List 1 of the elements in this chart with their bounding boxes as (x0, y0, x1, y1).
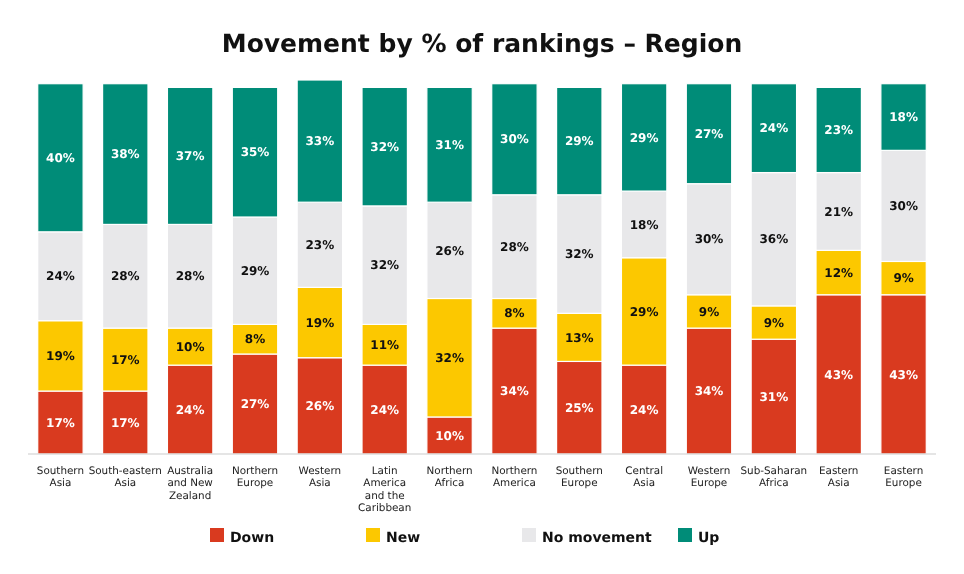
chart-title: Movement by % of rankings – Region (221, 28, 743, 58)
